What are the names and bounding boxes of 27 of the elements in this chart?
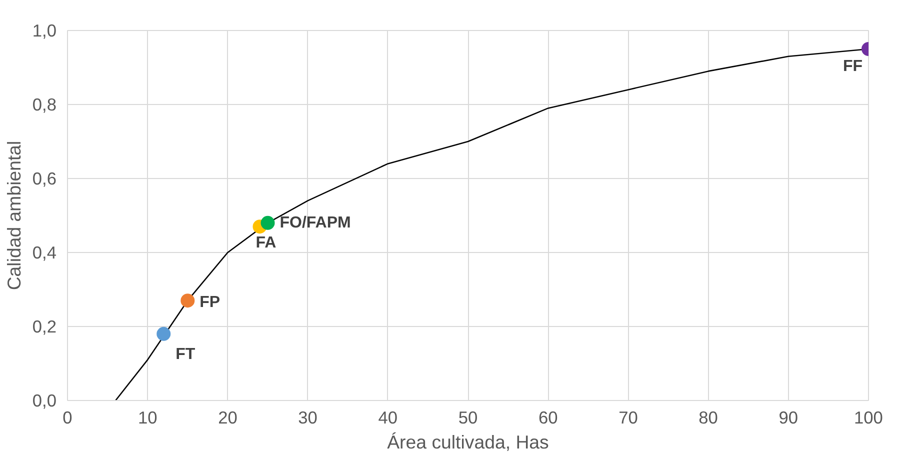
x-tick-label: 40 [378,408,398,428]
y-tick-label: 0,8 [32,94,57,114]
y-tick-label: 0,6 [32,168,57,188]
series-label: FF [842,58,863,75]
x-tick-label: 50 [458,408,478,428]
series-label: FO/FAPM [280,214,351,232]
x-tick-label: 30 [298,408,318,428]
point [156,326,171,341]
y-tick-label: 0,2 [32,316,57,336]
y-axis-title: Calidad ambiental [3,140,24,290]
x-tick-label: 0 [62,408,72,428]
series-label: FP [200,294,220,312]
x-tick-label: 70 [618,408,638,428]
x-tick-label: 60 [538,408,558,428]
y-tick-label: 1,0 [32,20,57,40]
series-label: FT [176,346,196,363]
y-tick-label: 0,0 [32,390,57,410]
point [180,294,195,308]
x-tick-label: 20 [218,408,238,428]
x-tick-label: 90 [778,408,798,428]
series-label: FA [256,234,277,252]
point [260,216,275,230]
y-tick-label: 0,4 [32,242,57,262]
x-axis-title: Área cultivada, Has [387,432,549,452]
x-tick-label: 100 [854,408,883,428]
x-tick-label: 10 [138,408,158,428]
x-tick-label: 80 [698,408,718,428]
